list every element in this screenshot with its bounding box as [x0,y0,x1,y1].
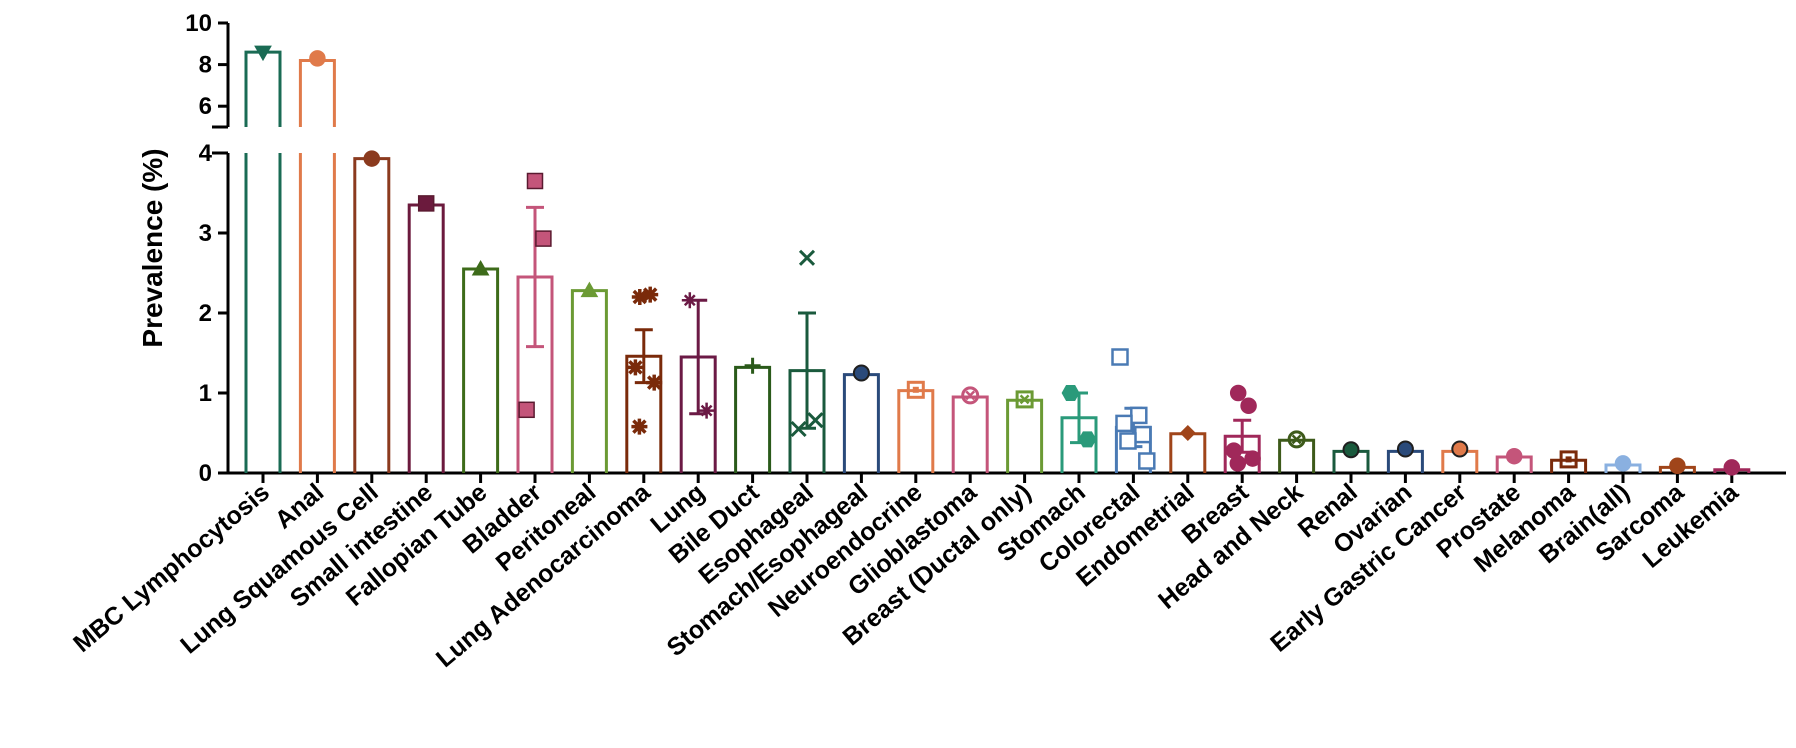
bar [1278,438,1316,473]
data-point [1723,459,1741,476]
bar [734,365,772,473]
data-point [1240,397,1257,415]
bar-group [407,203,445,473]
bar-group [570,289,608,473]
data-point [1078,431,1097,448]
data-point [1015,390,1034,409]
bar-group [788,311,826,473]
data-point [580,281,599,298]
data-point [1669,457,1686,475]
bars [244,50,1751,473]
data-point [807,412,824,429]
bar-group [951,395,989,473]
data-point [1229,384,1247,402]
data-point [798,249,816,266]
y-tick-label: 6 [199,93,212,120]
data-point [631,289,648,305]
bar-group [842,373,880,473]
data-point-mark [965,390,976,401]
bar [353,157,391,473]
data-point [646,374,663,391]
data-point-mark [1291,434,1302,445]
data-point [1061,385,1080,401]
data-point [254,45,272,62]
data-points [254,45,1741,476]
data-point [1614,455,1632,472]
data-point [526,172,544,190]
y-tick-label: 8 [199,52,212,79]
data-point [698,402,715,419]
data-point [1451,440,1469,458]
data-point [363,150,381,167]
bar-group [734,365,772,473]
data-point [1115,414,1133,433]
data-point [535,230,552,247]
data-point [961,386,980,405]
data-point-mark [912,386,919,393]
data-point [417,195,435,212]
y-tick-label: 4 [199,140,213,167]
data-point [1559,450,1578,469]
data-point [1287,430,1306,449]
y-tick-label: 3 [199,220,212,247]
bar [842,373,880,473]
bar [570,289,608,473]
bar-group [462,267,500,473]
data-point [1119,432,1137,450]
bar [462,267,500,473]
bar [298,58,336,473]
bar-group [679,298,717,473]
bar [244,50,282,473]
data-point [642,286,659,303]
data-point [627,359,644,376]
bar [951,395,989,473]
bar-group [625,328,663,473]
bar-group [1006,398,1044,473]
bar-group [244,50,282,473]
data-point [1138,452,1156,470]
data-point [681,292,698,309]
data-point [1229,455,1247,472]
data-point-mark [1019,394,1030,405]
bar-group [353,157,391,473]
y-tick-label: 1 [199,380,212,407]
data-point [1111,348,1129,366]
data-point [906,380,925,399]
data-point [309,50,326,67]
x-tick-label: MBC Lymphocytosis [68,478,275,658]
bar [897,389,935,473]
data-point [790,420,807,438]
y-tick-label: 2 [199,300,212,327]
data-point [1134,425,1152,444]
bar-group [897,389,935,473]
data-point [1130,406,1148,425]
data-point [631,418,648,435]
bar-group [1278,438,1316,473]
y-tick-label: 0 [199,460,212,487]
y-tick-label: 10 [185,10,212,37]
data-point-mark [1565,456,1572,463]
data-point [852,364,870,382]
axes: 0 1 2 3 4 6 8 10 [185,10,1786,487]
data-point [1244,450,1261,467]
data-point [1505,447,1523,465]
bar-group [298,58,336,473]
data-point [1179,425,1196,441]
data-point [1342,441,1360,459]
bar-group [516,205,554,473]
data-point [1396,440,1414,458]
bar [1006,398,1044,473]
y-axis-label: Prevalence (%) [137,148,168,347]
data-point [471,259,490,276]
bar [407,203,445,473]
data-point [744,357,761,374]
data-point [518,401,535,419]
